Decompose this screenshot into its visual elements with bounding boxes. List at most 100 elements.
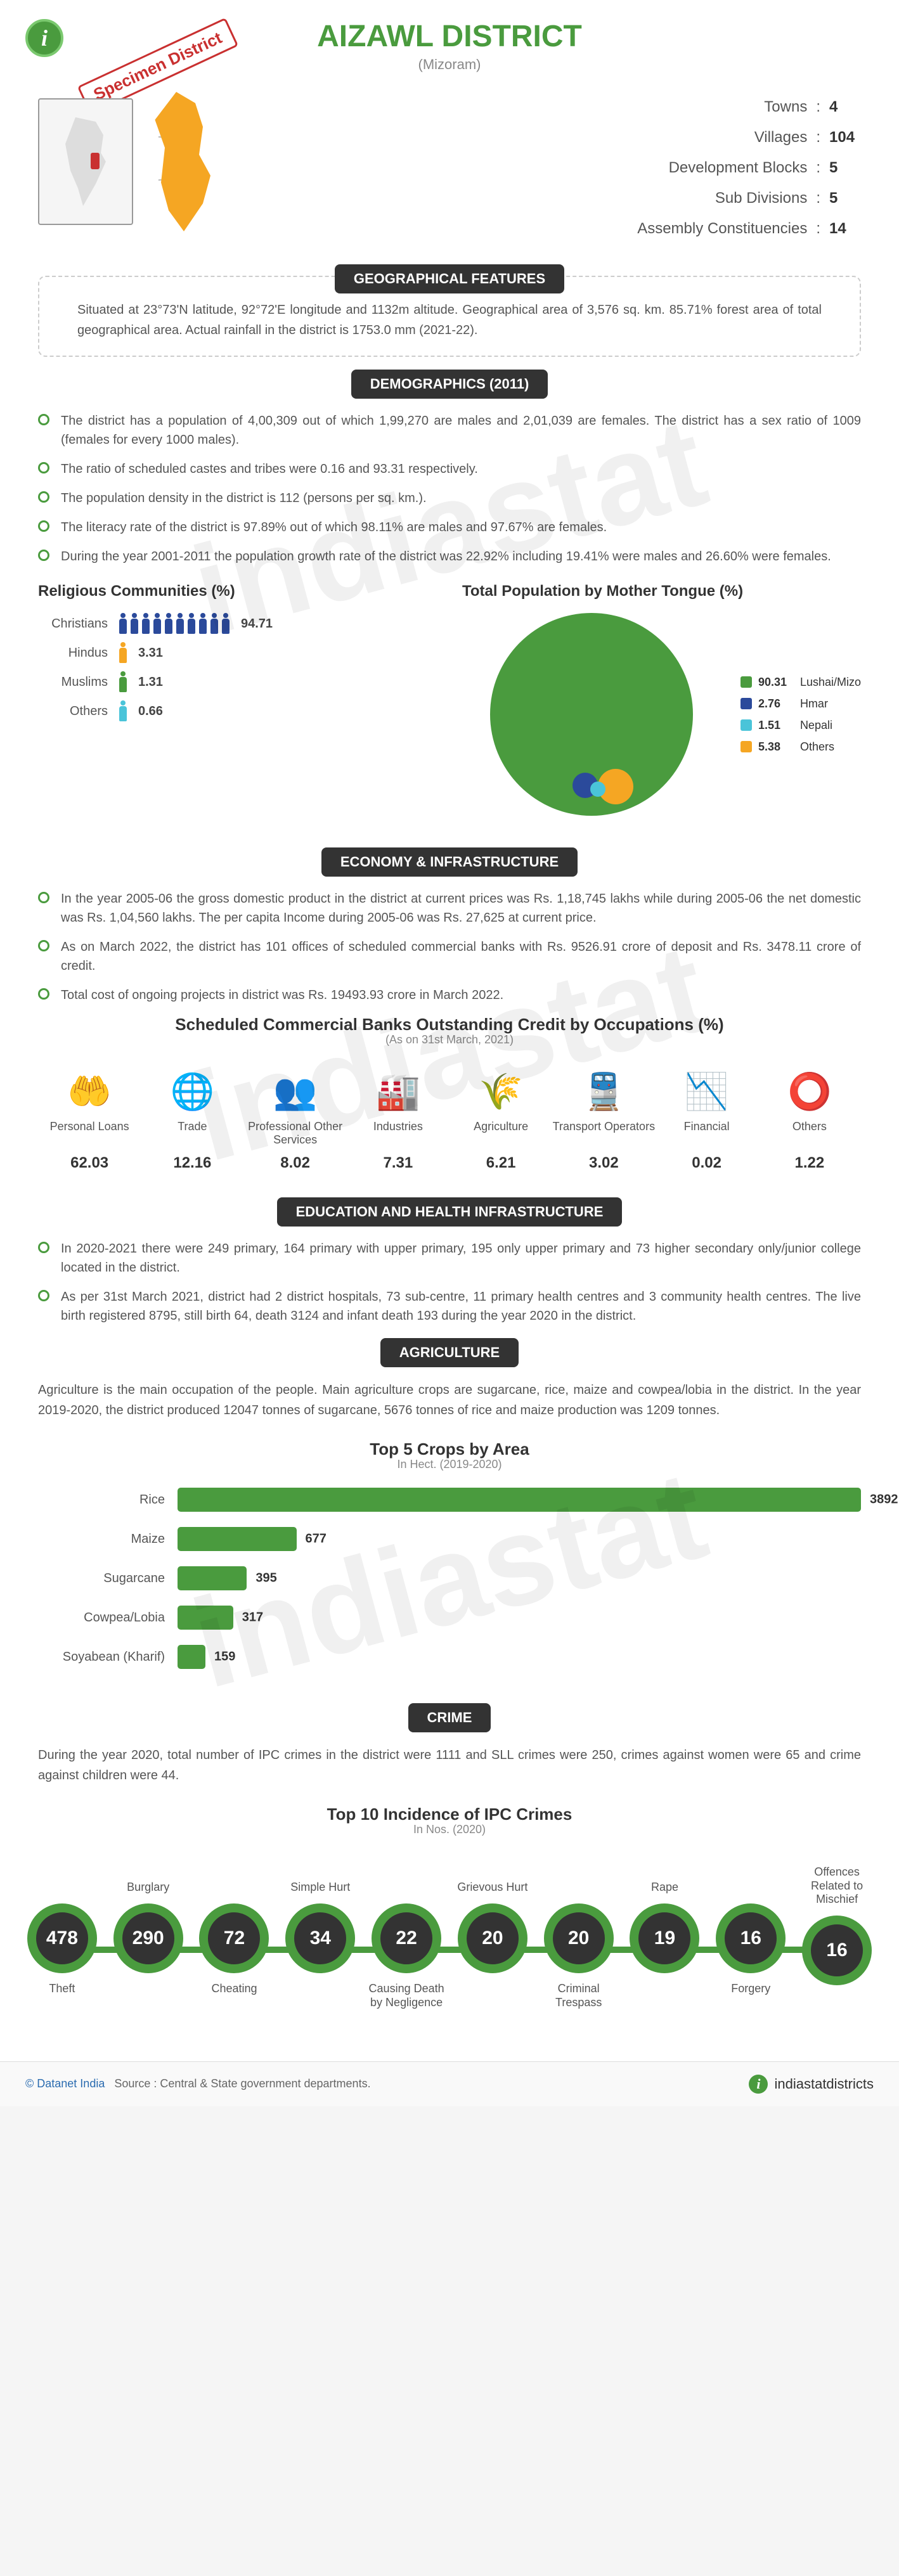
- crime-label: Rape: [651, 1865, 678, 1895]
- section-title-edu: EDUCATION AND HEALTH INFRASTRUCTURE: [277, 1197, 623, 1227]
- people-icon: 👥: [273, 1069, 318, 1114]
- agri-text: Agriculture is the main occupation of th…: [0, 1380, 899, 1433]
- crime-label: Simple Hurt: [290, 1865, 350, 1895]
- religion-label: Muslims: [38, 675, 108, 690]
- legend-value: 5.38: [758, 736, 794, 757]
- crime-value-circle: 34: [285, 1903, 355, 1973]
- occ-label: Professional Other Services: [244, 1120, 347, 1148]
- bar-value: 677: [306, 1532, 327, 1547]
- crime-label: Burglary: [127, 1865, 169, 1895]
- legend-swatch: [741, 676, 752, 688]
- wheat-icon: 🌾: [479, 1069, 523, 1114]
- section-title-crime: CRIME: [408, 1703, 491, 1732]
- legend-swatch: [741, 698, 752, 709]
- occ-label: Trade: [178, 1120, 207, 1148]
- summary-stats: Towns:4Villages:104Development Blocks:5S…: [292, 92, 861, 244]
- section-title-geo: GEOGRAPHICAL FEATURES: [335, 264, 564, 293]
- crime-value-circle: 22: [372, 1903, 441, 1973]
- bullet-text: In 2020-2021 there were 249 primary, 164…: [61, 1239, 861, 1277]
- person-icon: [209, 613, 219, 634]
- bar-label: Cowpea/Lobia: [38, 1611, 165, 1625]
- religion-value: 94.71: [241, 617, 273, 631]
- geo-text: Situated at 23°73'N latitude, 92°72'E lo…: [39, 300, 860, 353]
- religion-value: 3.31: [138, 646, 163, 660]
- stat-value: 104: [829, 122, 861, 153]
- occ-label: Others: [792, 1120, 827, 1148]
- crime-value-circle: 290: [113, 1903, 183, 1973]
- person-icon: [175, 613, 185, 634]
- crime-label: Forgery: [731, 1982, 770, 2011]
- occ-value: 3.02: [589, 1154, 619, 1172]
- occ-label: Personal Loans: [50, 1120, 129, 1148]
- globe-icon: 🌐: [170, 1069, 214, 1114]
- religion-label: Others: [38, 704, 108, 719]
- crime-value-circle: 16: [802, 1916, 872, 1985]
- crime-chart-subtitle: In Nos. (2020): [0, 1823, 899, 1836]
- bullet-icon: [38, 1242, 49, 1253]
- bar-label: Maize: [38, 1532, 165, 1547]
- legend-swatch: [741, 741, 752, 752]
- crime-label: Theft: [49, 1982, 75, 2011]
- crime-text: During the year 2020, total number of IP…: [0, 1745, 899, 1798]
- page-title: AIZAWL DISTRICT: [25, 19, 874, 54]
- bullet-icon: [38, 892, 49, 903]
- crime-value-circle: 19: [630, 1903, 699, 1973]
- pie-legend: 90.31Lushai/Mizo2.76Hmar1.51Nepali5.38Ot…: [741, 671, 861, 758]
- header: i Specimen District AIZAWL DISTRICT (Miz…: [0, 0, 899, 86]
- footer-info-icon: i: [749, 2075, 768, 2094]
- crime-value-circle: 72: [199, 1903, 269, 1973]
- stat-label: Sub Divisions: [715, 183, 807, 214]
- crime-label: Cheating: [211, 1982, 257, 2011]
- footer: © Datanet India Source : Central & State…: [0, 2061, 899, 2106]
- religion-value: 1.31: [138, 675, 163, 690]
- econ-bullets: In the year 2005-06 the gross domestic p…: [0, 889, 899, 1005]
- crime-value-circle: 20: [544, 1903, 614, 1973]
- occ-value: 7.31: [384, 1154, 413, 1172]
- bullet-icon: [38, 462, 49, 473]
- bullet-icon: [38, 550, 49, 561]
- stat-label: Villages: [754, 122, 808, 153]
- occ-value: 0.02: [692, 1154, 721, 1172]
- person-icon: [221, 613, 231, 634]
- person-icon: [118, 642, 128, 664]
- bullet-icon: [38, 414, 49, 425]
- religion-label: Hindus: [38, 646, 108, 660]
- bar-value: 159: [214, 1650, 235, 1665]
- bullet-text: As on March 2022, the district has 101 o…: [61, 937, 861, 976]
- person-icon: [118, 613, 128, 634]
- crime-value-circle: 20: [458, 1903, 527, 1973]
- occ-chart-title: Scheduled Commercial Banks Outstanding C…: [0, 1015, 899, 1034]
- crime-chain-chart: 478TheftBurglary29072CheatingSimple Hurt…: [0, 1846, 899, 2061]
- occ-label: Financial: [684, 1120, 730, 1148]
- factory-icon: 🏭: [376, 1069, 420, 1114]
- legend-swatch: [741, 719, 752, 731]
- occ-label: Industries: [373, 1120, 423, 1148]
- religion-label: Christians: [38, 617, 108, 631]
- occ-label: Transport Operators: [553, 1120, 655, 1148]
- occ-value: 62.03: [70, 1154, 108, 1172]
- bullet-icon: [38, 520, 49, 532]
- stat-value: 4: [829, 92, 861, 122]
- bar-label: Soyabean (Kharif): [38, 1650, 165, 1665]
- bar-value: 395: [255, 1571, 276, 1586]
- occ-value: 8.02: [280, 1154, 310, 1172]
- bar-value: 317: [242, 1611, 263, 1625]
- mother-tongue-heading: Total Population by Mother Tongue (%): [462, 583, 861, 600]
- bar-label: Rice: [38, 1493, 165, 1507]
- bar-fill: 677: [178, 1527, 297, 1551]
- crime-label: Criminal Trespass: [536, 1982, 622, 2011]
- person-icon: [152, 613, 162, 634]
- bullet-text: During the year 2001-2011 the population…: [61, 547, 831, 566]
- person-icon: [198, 613, 208, 634]
- copyright-link[interactable]: © Datanet India: [25, 2077, 105, 2090]
- bullet-text: The ratio of scheduled castes and tribes…: [61, 460, 478, 479]
- religion-heading: Religious Communities (%): [38, 583, 437, 600]
- legend-value: 2.76: [758, 693, 794, 714]
- bar-label: Sugarcane: [38, 1571, 165, 1586]
- bullet-icon: [38, 1290, 49, 1301]
- legend-label: Nepali: [800, 714, 832, 736]
- stat-value: 5: [829, 183, 861, 214]
- bar-fill: 3892: [178, 1488, 861, 1512]
- occupations-chart: 🤲Personal Loans62.03🌐Trade12.16👥Professi…: [0, 1057, 899, 1185]
- bullet-icon: [38, 491, 49, 503]
